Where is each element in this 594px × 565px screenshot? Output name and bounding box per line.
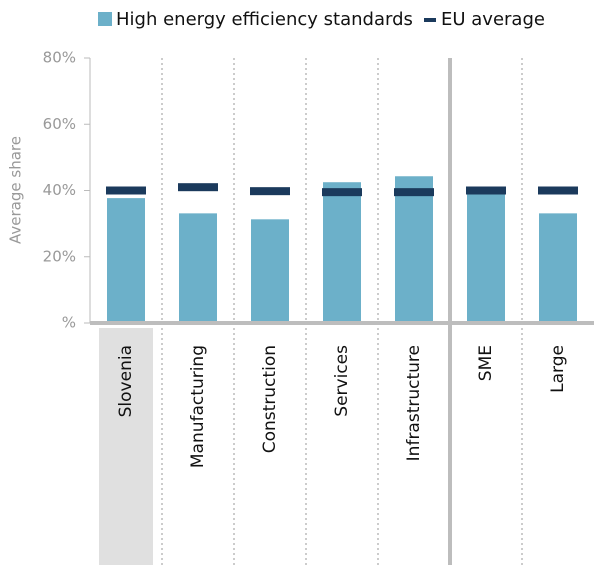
x-tick-label: Construction xyxy=(260,345,280,453)
bar xyxy=(179,213,217,323)
bar xyxy=(395,176,433,323)
x-tick-label: Infrastructure xyxy=(404,345,424,461)
x-tick-label: Large xyxy=(548,345,568,393)
bar xyxy=(323,182,361,323)
legend-label: High energy efficiency standards xyxy=(116,9,413,30)
eu-marker xyxy=(250,187,290,196)
y-tick-label: % xyxy=(62,314,76,332)
y-tick-label: 80% xyxy=(43,49,76,67)
eu-marker xyxy=(466,186,506,195)
legend-label: EU average xyxy=(441,9,545,30)
eu-marker xyxy=(322,188,362,197)
y-tick-label: 60% xyxy=(43,115,76,133)
legend-swatch xyxy=(98,12,112,26)
legend-swatch xyxy=(424,18,436,22)
x-tick-label: Services xyxy=(332,345,352,417)
bar xyxy=(467,193,505,323)
bar xyxy=(107,198,145,323)
bar xyxy=(251,219,289,323)
y-axis-label: Average share xyxy=(7,136,25,244)
x-tick-label: Slovenia xyxy=(116,345,136,417)
y-tick-label: 40% xyxy=(43,181,76,199)
eu-marker xyxy=(178,183,218,192)
highlight-box xyxy=(99,328,153,565)
x-tick-label: SME xyxy=(476,345,496,381)
bar xyxy=(539,213,577,323)
eu-marker xyxy=(394,188,434,197)
eu-marker xyxy=(538,186,578,195)
x-tick-label: Manufacturing xyxy=(188,345,208,468)
y-tick-label: 20% xyxy=(43,247,76,265)
eu-marker xyxy=(106,186,146,195)
